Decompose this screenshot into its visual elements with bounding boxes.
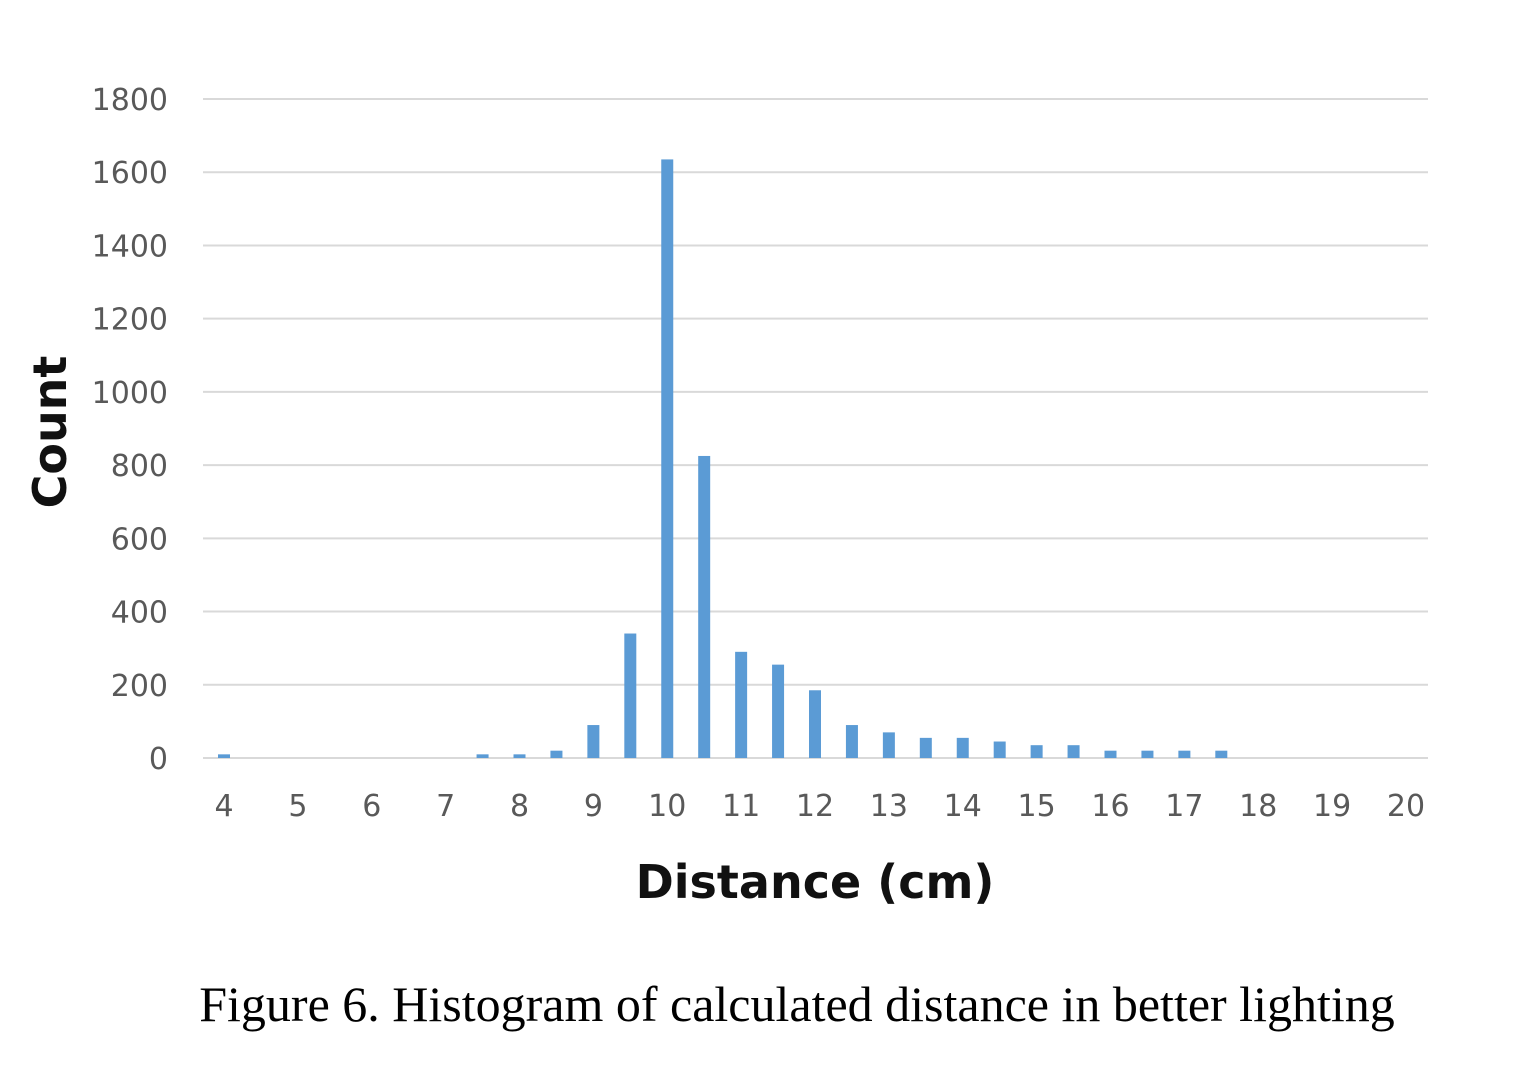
x-tick-label: 6 <box>362 789 381 824</box>
x-tick-label: 20 <box>1387 789 1425 824</box>
x-tick-label: 18 <box>1239 789 1277 824</box>
histogram-bar <box>698 455 711 758</box>
y-tick-label: 1200 <box>92 303 168 338</box>
x-tick-label: 13 <box>870 789 908 824</box>
grid-lines <box>203 98 1428 759</box>
x-tick-label: 4 <box>214 789 233 824</box>
histogram-bar <box>809 690 821 758</box>
y-axis-ticks: 0 200 400 600 800 1000 1200 1400 1600 1800 <box>92 83 168 777</box>
y-tick-label: 1800 <box>92 83 168 118</box>
histogram-bar <box>1030 745 1043 758</box>
histogram-bar <box>661 159 674 759</box>
bars <box>218 159 1228 759</box>
histogram-bar <box>735 651 748 758</box>
histogram-bar <box>1215 750 1228 758</box>
y-tick-label: 800 <box>111 449 168 484</box>
figure-caption: Figure 6. Histogram of calculated distan… <box>199 976 1395 1032</box>
histogram-bar <box>1141 750 1154 758</box>
histogram-bar <box>218 754 230 758</box>
y-tick-label: 600 <box>111 522 168 557</box>
x-tick-label: 11 <box>722 789 760 824</box>
x-tick-label: 14 <box>944 789 982 824</box>
histogram-bar <box>1178 750 1191 758</box>
histogram-bar <box>1067 745 1080 758</box>
histogram-bar <box>772 664 785 758</box>
histogram-bar <box>919 737 932 758</box>
x-tick-label: 12 <box>796 789 834 824</box>
x-tick-label: 8 <box>510 789 529 824</box>
y-tick-label: 400 <box>111 596 168 631</box>
histogram-bar <box>845 725 858 758</box>
x-tick-label: 9 <box>584 789 603 824</box>
histogram-bar <box>956 737 969 758</box>
x-tick-label: 10 <box>648 789 686 824</box>
y-axis-title: Count <box>23 356 77 509</box>
histogram-bar <box>624 633 637 758</box>
y-tick-label: 0 <box>149 742 168 777</box>
histogram-bar <box>476 754 489 758</box>
histogram-bar <box>993 741 1006 758</box>
histogram-bar <box>550 750 563 758</box>
x-tick-label: 19 <box>1313 789 1351 824</box>
x-tick-label: 16 <box>1091 789 1129 824</box>
x-tick-label: 5 <box>288 789 307 824</box>
x-tick-label: 15 <box>1018 789 1056 824</box>
histogram-bar <box>587 725 600 758</box>
x-axis-title: Distance (cm) <box>636 855 995 909</box>
histogram-bar <box>513 754 526 758</box>
y-tick-label: 1600 <box>92 156 168 191</box>
histogram-bar <box>1104 750 1117 758</box>
x-axis-ticks: 4 5 6 7 8 9 10 11 12 13 14 15 16 17 18 19 20 <box>214 789 1425 824</box>
y-tick-label: 200 <box>111 669 168 704</box>
x-tick-label: 17 <box>1165 789 1203 824</box>
histogram-chart: 0 200 400 600 800 1000 1200 1400 1600 1800 4 5 6 7 8 9… <box>23 83 1428 909</box>
x-tick-label: 7 <box>436 789 455 824</box>
y-tick-label: 1000 <box>92 376 168 411</box>
histogram-bar <box>882 732 895 758</box>
y-tick-label: 1400 <box>92 229 168 264</box>
